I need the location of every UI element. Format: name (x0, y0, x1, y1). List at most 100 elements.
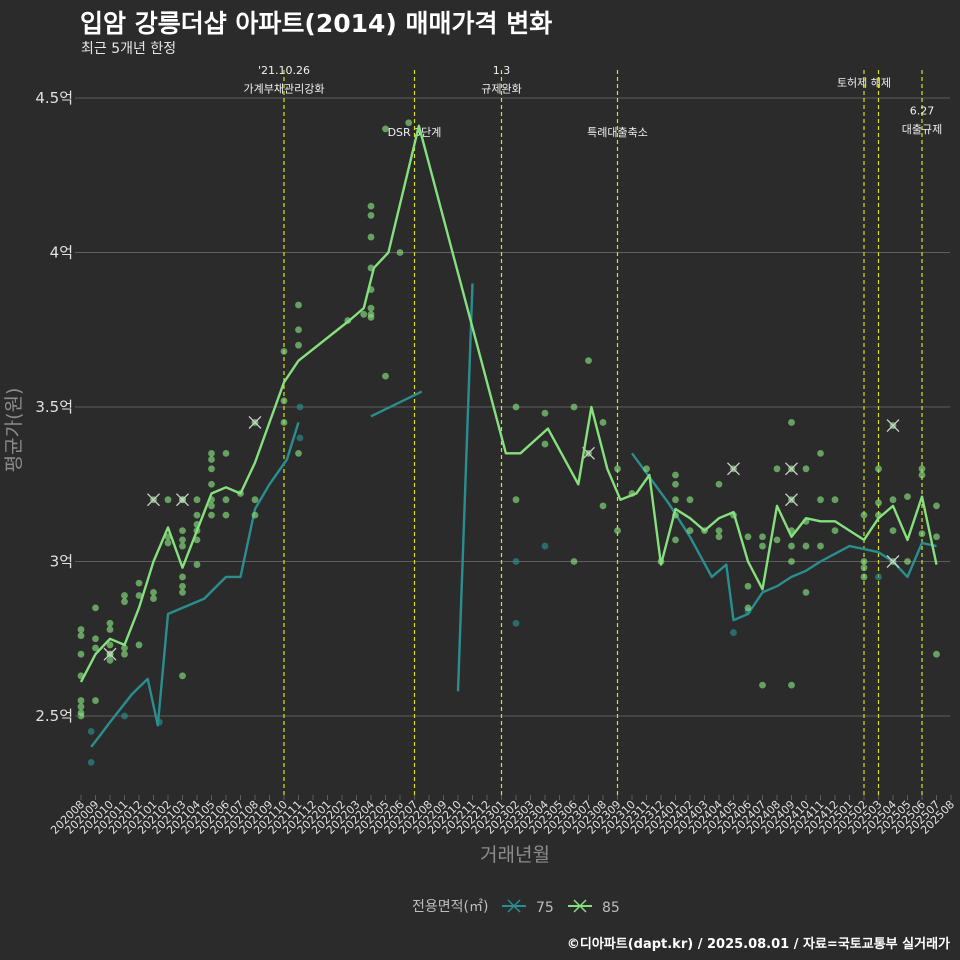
cross-mark (727, 462, 740, 476)
series-line-75 (631, 452, 937, 622)
data-point (367, 212, 375, 219)
data-point (512, 558, 520, 565)
cross-mark (147, 493, 160, 507)
data-point (251, 511, 259, 519)
data-point (179, 542, 186, 550)
data-point (405, 119, 413, 127)
data-point (933, 650, 940, 658)
data-point (121, 592, 128, 599)
data-point (773, 465, 781, 473)
series-line-75 (370, 390, 423, 418)
y-axis-ticks: 2.5억 3억 3.5억 4억 4.5억 (35, 89, 80, 725)
y-tick-label: 3.5억 (35, 398, 73, 416)
cross-mark-stroke (248, 415, 262, 429)
data-point (164, 539, 172, 547)
data-point (208, 465, 215, 473)
data-point (92, 697, 99, 704)
data-point (208, 456, 215, 463)
cross-mark-stroke (176, 493, 189, 507)
data-point (193, 511, 201, 519)
cross-mark (248, 415, 262, 429)
data-point (904, 558, 911, 565)
cross-mark-stroke (886, 555, 900, 568)
data-point (179, 589, 186, 596)
x-axis-title: 거래년월 (480, 844, 550, 866)
data-point (77, 626, 85, 633)
data-point (121, 644, 128, 652)
event-label: 대출규제 (902, 123, 942, 136)
cross-mark (886, 555, 900, 568)
data-point (788, 542, 795, 550)
data-point (121, 650, 128, 658)
data-point (251, 496, 259, 504)
data-point (686, 527, 694, 534)
data-point (933, 502, 940, 510)
cross-mark-stroke (103, 647, 117, 661)
cross-mark (785, 462, 798, 476)
legend: 전용면적(㎡) 75 85 (412, 899, 620, 916)
data-point (860, 511, 868, 519)
data-point (744, 582, 752, 590)
data-point (802, 542, 810, 550)
data-point (92, 604, 99, 612)
data-point (208, 511, 215, 519)
event-label: '21.10.26 (258, 64, 310, 77)
cross-mark-stroke (785, 462, 798, 476)
data-point (512, 619, 520, 627)
data-point (889, 527, 897, 534)
data-point (222, 496, 230, 504)
cross-mark (103, 647, 117, 661)
data-point (817, 542, 824, 550)
data-point (92, 644, 99, 652)
data-point (208, 449, 215, 457)
data-point (759, 533, 766, 541)
legend-item-75: 75 (502, 899, 554, 916)
data-point (106, 656, 114, 664)
series-line-75 (456, 283, 474, 692)
legend-label: 85 (602, 900, 620, 916)
data-point (918, 530, 926, 538)
data-point (208, 502, 215, 510)
data-point (280, 397, 288, 405)
data-point (860, 558, 868, 565)
data-point (77, 632, 85, 640)
data-point (614, 465, 621, 473)
event-label: 가계부채관리강화 (244, 83, 325, 96)
data-point (802, 589, 810, 596)
data-point (788, 419, 795, 426)
data-point (875, 573, 882, 581)
y-axis-title: 평균가(원) (3, 388, 25, 473)
legend-cross (573, 899, 587, 913)
event-label: 특례대출축소 (587, 126, 648, 139)
legend-label: 75 (536, 900, 554, 916)
data-point (92, 635, 99, 643)
data-point (77, 650, 85, 658)
data-point (193, 561, 201, 568)
data-point (280, 419, 288, 426)
data-point (367, 304, 375, 312)
data-point (715, 527, 723, 534)
cross-mark-stroke (886, 419, 900, 432)
data-point (715, 480, 723, 488)
data-point (222, 511, 230, 519)
data-point (715, 533, 723, 541)
data-point (367, 202, 375, 210)
data-point (831, 496, 839, 504)
data-point (135, 592, 143, 599)
y-tick-label: 4.5억 (35, 89, 73, 107)
data-point (296, 434, 304, 442)
data-point (193, 496, 201, 504)
y-tick-label: 4억 (50, 244, 73, 262)
series-layer (77, 119, 940, 766)
series-line-75 (90, 422, 300, 748)
y-tick-label: 3억 (50, 553, 73, 571)
data-point (614, 527, 621, 534)
data-point (360, 310, 368, 318)
data-point (918, 471, 926, 479)
data-point (686, 496, 694, 504)
chart-subtitle: 최근 5개년 한정 (81, 41, 177, 57)
data-point (121, 598, 128, 606)
data-point (179, 527, 186, 534)
